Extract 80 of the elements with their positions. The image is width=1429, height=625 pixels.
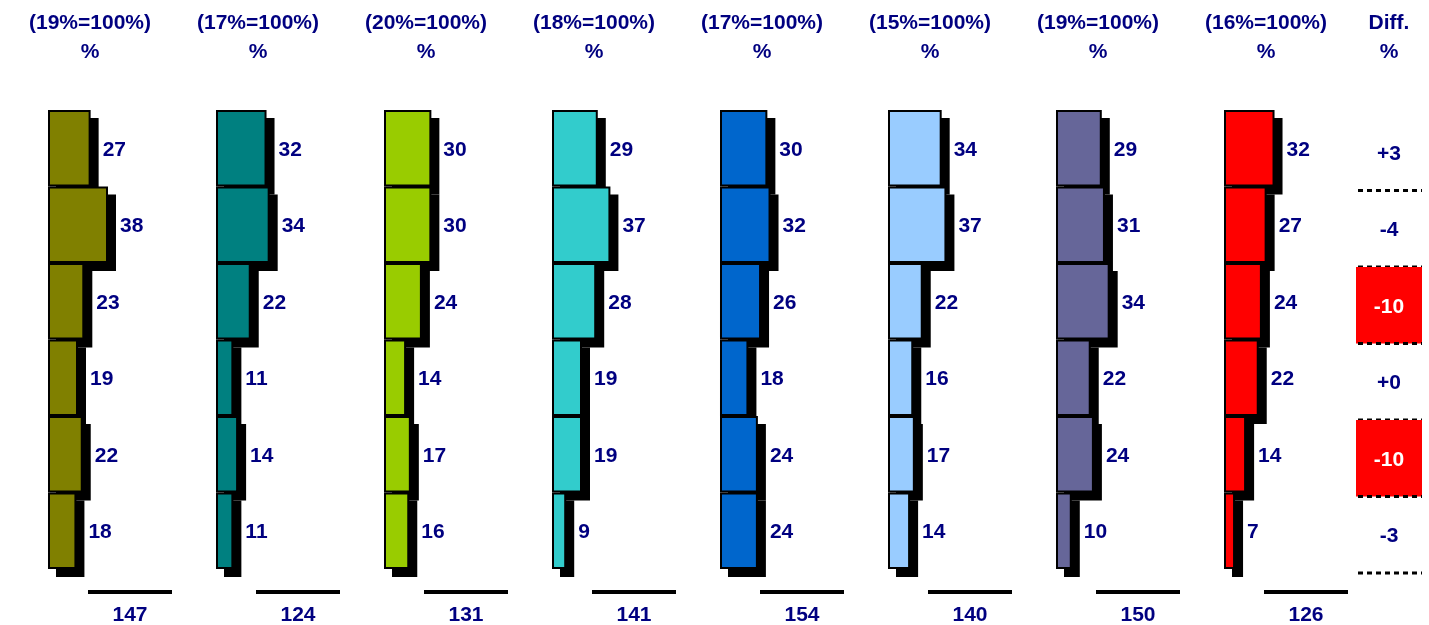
data-label: +3: [1377, 140, 1401, 164]
chart-subtitle: %: [1088, 39, 1108, 62]
text: 124: [280, 601, 316, 625]
data-label: 32: [782, 213, 806, 237]
text: %: [1379, 39, 1399, 62]
data-label: 16: [925, 366, 949, 390]
data-label: 24: [1105, 442, 1130, 466]
data-label: -10: [1373, 446, 1405, 470]
data-label: 11: [245, 366, 268, 390]
data-label: 27: [1278, 213, 1302, 237]
data-label: 24: [433, 289, 458, 313]
text: Diff.: [1368, 10, 1410, 33]
data-label: 29: [609, 136, 634, 160]
chart-title: (19%=100%): [29, 10, 151, 33]
data-label: 29: [1113, 136, 1138, 160]
text: 150: [1120, 601, 1156, 625]
data-label: 24: [1273, 289, 1298, 313]
data-label: 19: [90, 366, 114, 390]
text: 140: [952, 601, 988, 625]
chart-title: (17%=100%): [197, 10, 319, 33]
chart-subtitle: %: [752, 39, 772, 62]
chart-title: (17%=100%): [701, 10, 823, 33]
data-label: 28: [608, 289, 632, 313]
chart-subtitle: %: [416, 39, 436, 62]
data-label: 38: [120, 213, 144, 237]
data-label: -10: [1373, 293, 1405, 317]
data-label: 24: [769, 519, 794, 543]
data-label: 31: [1116, 213, 1141, 237]
data-label: 11: [245, 519, 268, 543]
data-label: -3: [1379, 523, 1399, 547]
chart-subtitle: %: [1256, 39, 1276, 62]
data-label: 30: [443, 136, 467, 160]
data-label: 30: [779, 136, 803, 160]
data-label: 32: [1286, 136, 1310, 160]
data-label: 22: [262, 289, 287, 313]
text: 131: [448, 601, 484, 625]
data-label: 23: [96, 289, 120, 313]
data-label: 37: [958, 213, 982, 237]
data-label: 34: [1121, 289, 1146, 313]
data-label: 32: [278, 136, 302, 160]
data-label: 26: [773, 289, 797, 313]
data-label: 14: [1258, 442, 1282, 466]
text: 126: [1288, 601, 1324, 625]
data-label: 7: [1247, 519, 1259, 543]
chart-subtitle: %: [80, 39, 100, 62]
data-label: +0: [1377, 370, 1401, 394]
data-label: 22: [94, 442, 119, 466]
data-label: 27: [102, 136, 126, 160]
chart-subtitle: %: [248, 39, 268, 62]
data-label: 37: [622, 213, 646, 237]
data-label: 18: [760, 366, 785, 390]
data-label: 22: [934, 289, 959, 313]
data-label: 16: [421, 519, 445, 543]
text: 141: [616, 601, 652, 625]
data-label: 10: [1083, 519, 1108, 543]
data-label: 19: [594, 366, 618, 390]
data-label: 19: [594, 442, 618, 466]
chart-subtitle: %: [920, 39, 940, 62]
data-label: 9: [578, 519, 590, 543]
data-label: 14: [250, 442, 274, 466]
data-label: 22: [1102, 366, 1127, 390]
text: 147: [112, 601, 148, 625]
text: 154: [784, 601, 820, 625]
data-label: 17: [926, 442, 951, 466]
data-label: 14: [922, 519, 946, 543]
data-label: 18: [88, 519, 113, 543]
data-label: 17: [422, 442, 447, 466]
data-label: 24: [769, 442, 794, 466]
chart-title: (16%=100%): [1205, 10, 1327, 33]
chart-title: (20%=100%): [365, 10, 487, 33]
data-label: 30: [443, 213, 467, 237]
chart-title: (15%=100%): [869, 10, 991, 33]
data-label: 34: [281, 213, 306, 237]
data-label: 14: [418, 366, 442, 390]
chart-title: (18%=100%): [533, 10, 655, 33]
chart-subtitle: %: [584, 39, 604, 62]
data-label: -4: [1379, 217, 1399, 241]
data-label: 22: [1270, 366, 1295, 390]
data-label: 34: [953, 136, 978, 160]
chart-title: (19%=100%): [1037, 10, 1159, 33]
